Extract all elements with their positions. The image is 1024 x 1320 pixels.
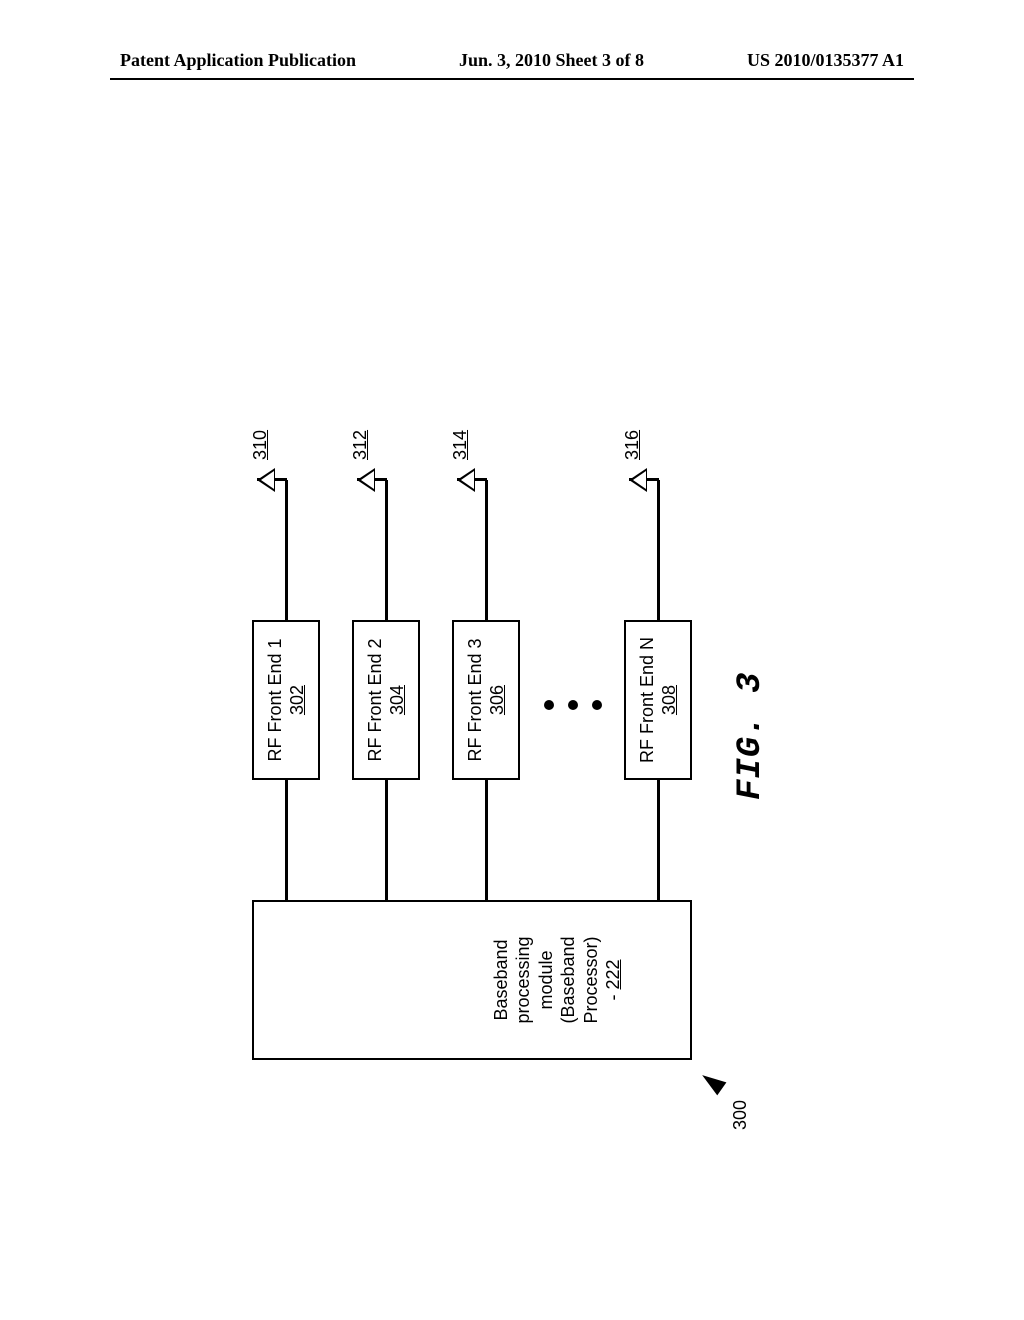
baseband-line-2: processing [512, 936, 535, 1023]
header-center: Jun. 3, 2010 Sheet 3 of 8 [459, 50, 644, 71]
ellipsis-dot-2 [568, 700, 578, 710]
rf-front-end-1-block: RF Front End 1 302 [252, 620, 320, 780]
ellipsis-dot-1 [544, 700, 554, 710]
baseband-line-4: (Baseband [557, 936, 580, 1023]
baseband-ref: - 222 [602, 936, 625, 1023]
rf-front-end-3-label: RF Front End 3 [464, 638, 487, 761]
system-ref-arrow-icon [698, 1069, 727, 1096]
header-right: US 2010/0135377 A1 [747, 50, 904, 71]
bus-line-n [657, 780, 660, 900]
page: Patent Application Publication Jun. 3, 2… [0, 0, 1024, 1320]
baseband-ref-num: 222 [603, 959, 623, 989]
rf-front-end-n-block: RF Front End N 308 [624, 620, 692, 780]
baseband-line-5: Processor) [580, 936, 603, 1023]
antenna-n-ref: 316 [622, 430, 643, 460]
bus-line-2 [385, 780, 388, 900]
rf-front-end-3-ref: 306 [486, 685, 509, 715]
antenna-3-ref: 314 [450, 430, 471, 460]
ant-line-2 [385, 480, 388, 620]
baseband-processor-block: Baseband processing module (Baseband Pro… [252, 900, 692, 1060]
rf-front-end-1-ref: 302 [286, 685, 309, 715]
header-rule [110, 78, 914, 80]
ant-line-1 [285, 480, 288, 620]
ellipsis-dot-3 [592, 700, 602, 710]
page-header: Patent Application Publication Jun. 3, 2… [0, 50, 1024, 71]
rf-front-end-n-label: RF Front End N [636, 637, 659, 763]
baseband-label: Baseband processing module (Baseband Pro… [320, 936, 625, 1023]
rf-front-end-2-ref: 304 [386, 685, 409, 715]
rf-front-end-n-ref: 308 [658, 685, 681, 715]
ant-line-3 [485, 480, 488, 620]
baseband-line-1: Baseband [490, 936, 513, 1023]
antenna-2-ref: 312 [350, 430, 371, 460]
ant-line-n [657, 480, 660, 620]
rf-front-end-2-label: RF Front End 2 [364, 638, 387, 761]
bus-line-1 [285, 780, 288, 900]
block-diagram: Baseband processing module (Baseband Pro… [252, 300, 772, 1060]
figure-label: FIG. 3 [732, 672, 770, 800]
antenna-1-ref: 310 [250, 430, 271, 460]
rf-front-end-3-block: RF Front End 3 306 [452, 620, 520, 780]
baseband-line-3: module [535, 936, 558, 1023]
header-left: Patent Application Publication [120, 50, 356, 71]
bus-line-3 [485, 780, 488, 900]
rf-front-end-2-block: RF Front End 2 304 [352, 620, 420, 780]
rf-front-end-1-label: RF Front End 1 [264, 638, 287, 761]
system-ref-label: 300 [730, 1100, 751, 1130]
baseband-ref-prefix: - [603, 990, 623, 1001]
